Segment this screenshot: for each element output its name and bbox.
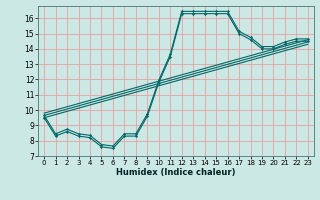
X-axis label: Humidex (Indice chaleur): Humidex (Indice chaleur) (116, 168, 236, 177)
